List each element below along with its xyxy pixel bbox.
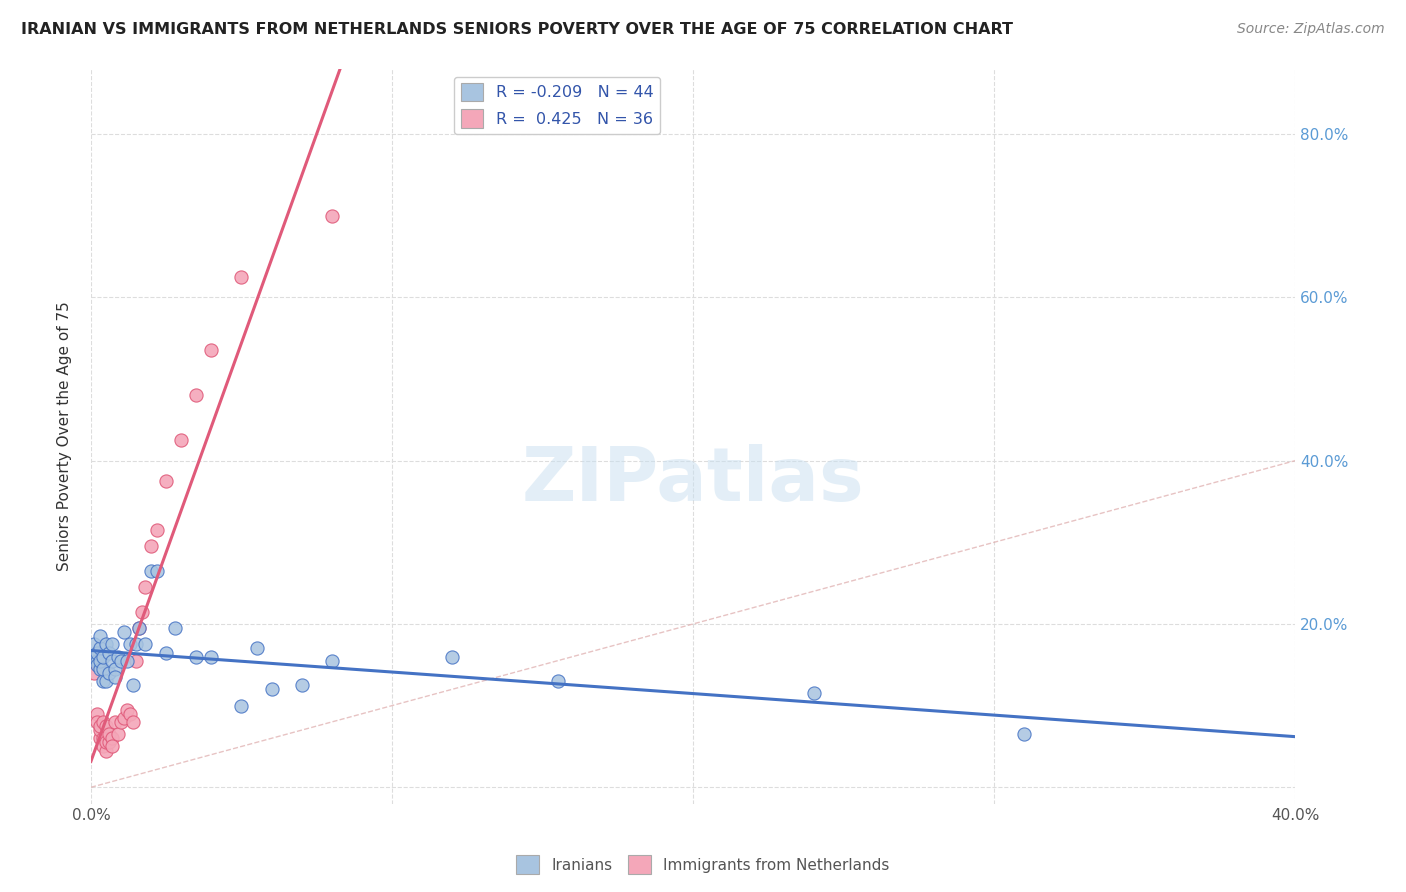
Point (231, 698, 253, 713)
Point (110, 714, 132, 729)
Point (107, 727, 129, 741)
Point (260, 682, 283, 697)
Point (86, 706, 108, 721)
Point (245, 641, 267, 656)
Point (89, 641, 111, 656)
Point (94, 719, 117, 733)
Point (141, 539, 163, 553)
Point (291, 678, 314, 692)
Point (94, 637, 117, 651)
Point (83, 654, 105, 668)
Point (125, 637, 148, 651)
Point (125, 654, 148, 668)
Point (547, 674, 569, 689)
Point (128, 621, 150, 635)
Point (115, 654, 138, 668)
Point (104, 662, 127, 676)
Point (146, 523, 169, 537)
Point (83, 649, 105, 664)
Point (89, 629, 111, 643)
Point (83, 665, 105, 680)
Legend: R = -0.209   N = 44, R =  0.425   N = 36: R = -0.209 N = 44, R = 0.425 N = 36 (454, 77, 659, 134)
Point (101, 654, 124, 668)
Point (122, 714, 145, 729)
Point (1014, 727, 1036, 741)
Point (803, 686, 825, 700)
Point (86, 657, 108, 672)
Point (155, 474, 177, 488)
Point (94, 743, 117, 757)
Point (112, 625, 135, 640)
Point (141, 564, 163, 578)
Text: ZIPatlas: ZIPatlas (522, 443, 865, 516)
Point (200, 343, 222, 358)
Point (146, 564, 169, 578)
Point (128, 621, 150, 635)
Point (86, 714, 108, 729)
Point (86, 654, 108, 668)
Point (101, 731, 124, 746)
Point (441, 649, 464, 664)
Text: Source: ZipAtlas.com: Source: ZipAtlas.com (1237, 22, 1385, 37)
Point (86, 646, 108, 660)
Point (104, 714, 127, 729)
Point (91, 674, 114, 689)
Point (186, 388, 208, 402)
Legend: Iranians, Immigrants from Netherlands: Iranians, Immigrants from Netherlands (510, 849, 896, 880)
Point (104, 670, 127, 684)
Point (170, 433, 193, 447)
Point (91, 731, 114, 746)
Point (89, 723, 111, 738)
Point (107, 649, 129, 664)
Text: IRANIAN VS IMMIGRANTS FROM NETHERLANDS SENIORS POVERTY OVER THE AGE OF 75 CORREL: IRANIAN VS IMMIGRANTS FROM NETHERLANDS S… (21, 22, 1014, 37)
Point (120, 637, 142, 651)
Point (186, 649, 208, 664)
Point (112, 711, 135, 725)
Point (98, 646, 121, 660)
Point (98, 665, 121, 680)
Point (120, 706, 142, 721)
Point (91, 714, 114, 729)
Point (98, 735, 121, 749)
Y-axis label: Seniors Poverty Over the Age of 75: Seniors Poverty Over the Age of 75 (58, 301, 72, 571)
Point (122, 678, 145, 692)
Point (115, 703, 138, 717)
Point (134, 637, 156, 651)
Point (94, 735, 117, 749)
Point (134, 580, 156, 594)
Point (89, 654, 111, 668)
Point (110, 654, 132, 668)
Point (165, 621, 187, 635)
Point (91, 739, 114, 754)
Point (91, 662, 114, 676)
Point (321, 654, 343, 668)
Point (89, 719, 111, 733)
Point (131, 605, 153, 619)
Point (200, 649, 222, 664)
Point (101, 739, 124, 754)
Point (89, 662, 111, 676)
Point (101, 637, 124, 651)
Point (94, 674, 117, 689)
Point (83, 637, 105, 651)
Point (155, 646, 177, 660)
Point (98, 727, 121, 741)
Point (321, 209, 343, 223)
Point (89, 731, 111, 746)
Point (231, 269, 253, 284)
Point (91, 649, 114, 664)
